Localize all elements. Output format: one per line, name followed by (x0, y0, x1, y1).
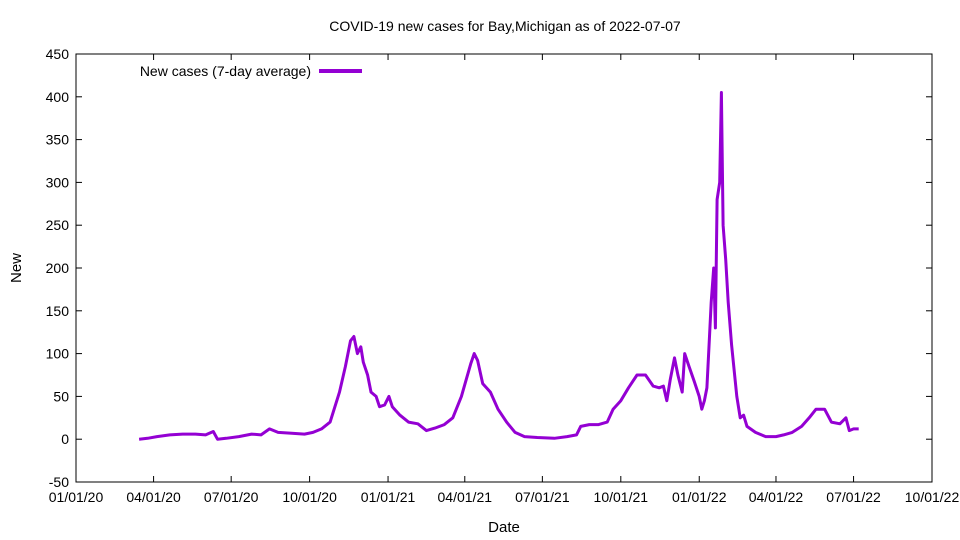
x-tick-label: 01/01/22 (672, 489, 727, 505)
y-axis: -50 0 50 100 150 200 250 300 350 400 450 (46, 46, 932, 490)
legend-label: New cases (7-day average) (140, 63, 311, 79)
x-tick-label: 01/01/21 (361, 489, 416, 505)
series-line-0 (138, 91, 859, 441)
y-tick-label: 100 (46, 346, 70, 362)
x-tick-label: 01/01/20 (49, 489, 104, 505)
x-axis-title: Date (488, 519, 520, 536)
x-tick-label: 04/01/22 (749, 489, 804, 505)
plot-area (138, 91, 859, 441)
y-axis-title: New (8, 253, 25, 283)
x-tick-label: 04/01/21 (438, 489, 493, 505)
y-tick-label: 50 (53, 388, 69, 404)
x-tick-label: 10/01/22 (905, 489, 960, 505)
y-tick-label: 400 (46, 89, 70, 105)
x-tick-label: 10/01/21 (594, 489, 649, 505)
y-tick-label: -50 (49, 474, 69, 490)
x-tick-label: 10/01/20 (282, 489, 337, 505)
y-tick-label: 450 (46, 46, 70, 62)
y-tick-label: 300 (46, 174, 70, 190)
chart-title: COVID-19 new cases for Bay,Michigan as o… (329, 18, 681, 34)
legend: New cases (7-day average) (140, 63, 362, 79)
x-tick-label: 04/01/20 (126, 489, 181, 505)
y-tick-label: 0 (61, 431, 69, 447)
x-tick-label: 07/01/20 (204, 489, 259, 505)
y-tick-label: 200 (46, 260, 70, 276)
x-tick-label: 07/01/21 (515, 489, 570, 505)
y-tick-label: 150 (46, 303, 70, 319)
x-tick-label: 07/01/22 (826, 489, 881, 505)
y-tick-label: 350 (46, 132, 70, 148)
x-axis: 01/01/20 04/01/20 07/01/20 10/01/20 01/01/21… (49, 54, 960, 505)
y-tick-label: 250 (46, 217, 70, 233)
